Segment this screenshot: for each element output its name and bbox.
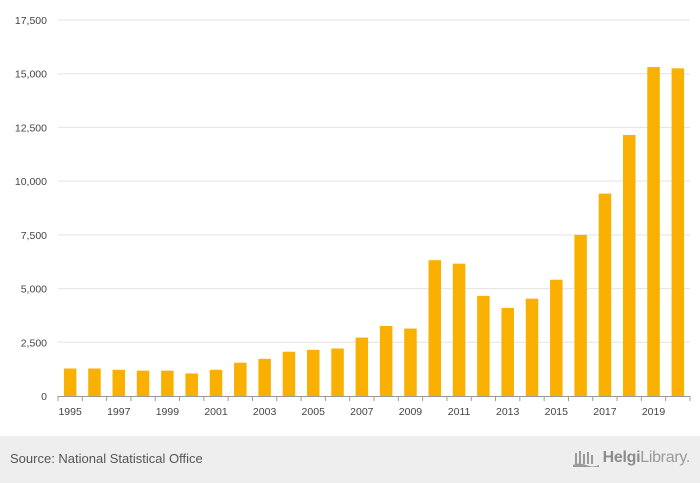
- x-tick-label: 2003: [253, 406, 277, 418]
- bars: [63, 67, 685, 396]
- bar-2003[interactable]: [258, 358, 271, 396]
- bar-2012[interactable]: [477, 295, 490, 396]
- bar-2000[interactable]: [185, 373, 198, 396]
- bar-2011[interactable]: [452, 263, 466, 396]
- footer: Source: National Statistical Office Helg…: [0, 436, 700, 483]
- library-building-icon: [572, 451, 599, 467]
- bar-2010[interactable]: [428, 260, 442, 396]
- x-tick-label: 2007: [350, 406, 374, 418]
- bar-1998[interactable]: [136, 370, 150, 396]
- bar-2014[interactable]: [525, 298, 539, 396]
- bar-chart: 0 2,500 5,000 7,500 10,000 12,500 15,000 17,500…: [15, 15, 691, 418]
- bar-2001[interactable]: [209, 369, 223, 396]
- x-tick-label: 2019: [642, 406, 666, 418]
- x-tick-label: 1995: [58, 406, 82, 418]
- x-tick-label: 2005: [302, 406, 326, 418]
- y-axis-labels: 0 2,500 5,000 7,500 10,000 12,500 15,000 17,500: [15, 15, 47, 403]
- x-tick-label: 2013: [496, 406, 520, 418]
- bar-2016[interactable]: [574, 234, 587, 396]
- bar-2007[interactable]: [355, 337, 369, 396]
- x-tick-label: 2015: [545, 406, 569, 418]
- bar-1996[interactable]: [88, 368, 101, 396]
- y-tick-label: 10,000: [15, 176, 47, 188]
- source-note: Source: National Statistical Office: [10, 451, 203, 466]
- bar-2020[interactable]: [671, 68, 685, 396]
- bar-2015[interactable]: [550, 279, 563, 396]
- gridlines: [58, 19, 690, 343]
- bar-2017[interactable]: [598, 193, 612, 396]
- bar-2019[interactable]: [647, 67, 660, 396]
- bar-2005[interactable]: [306, 349, 320, 396]
- y-tick-label: 5,000: [21, 284, 47, 296]
- bar-2002[interactable]: [234, 362, 247, 396]
- x-tick-label: 2011: [448, 406, 471, 418]
- bar-2013[interactable]: [501, 307, 514, 396]
- y-tick-label: 0: [41, 391, 47, 403]
- bar-2018[interactable]: [622, 134, 636, 396]
- bar-1997[interactable]: [112, 369, 126, 396]
- y-tick-label: 7,500: [21, 230, 47, 242]
- x-tick-label: 1999: [156, 406, 180, 418]
- logo-text: HelgiLibrary.: [602, 449, 691, 466]
- x-axis-labels: 1995 1997 1999 2001 2003 2005 2007 2009 2011 2013…: [58, 406, 665, 418]
- y-tick-label: 12,500: [15, 122, 47, 134]
- bar-2006[interactable]: [331, 348, 344, 396]
- y-tick-label: 17,500: [15, 15, 47, 27]
- bar-2008[interactable]: [379, 325, 393, 396]
- bar-1995[interactable]: [63, 368, 77, 396]
- bar-2009[interactable]: [404, 328, 417, 396]
- y-tick-label: 15,000: [15, 69, 47, 81]
- y-tick-label: 2,500: [21, 337, 47, 349]
- x-tick-label: 2001: [204, 406, 228, 418]
- x-axis-ticks: [57, 396, 691, 401]
- x-tick-label: 1997: [107, 406, 131, 418]
- x-tick-label: 2009: [399, 406, 423, 418]
- helgi-library-logo[interactable]: HelgiLibrary.: [572, 448, 691, 468]
- x-tick-label: 2017: [593, 406, 617, 418]
- bar-1999[interactable]: [161, 370, 174, 396]
- bar-2004[interactable]: [282, 351, 296, 396]
